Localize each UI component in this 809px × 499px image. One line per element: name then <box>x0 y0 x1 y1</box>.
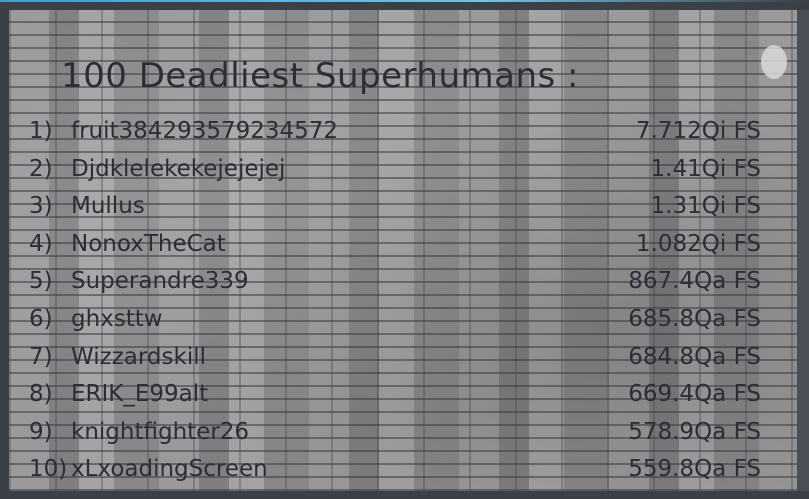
rank-label: 8) <box>29 381 53 408</box>
player-name: Superandre339 <box>71 268 249 295</box>
rank-label: 6) <box>29 306 53 332</box>
leaderboard-row: 2) Djdklelekekejejejej 1.41Qi FS <box>9 156 797 190</box>
rank-label: 2) <box>29 155 53 182</box>
leaderboard-row: 6) ghxsttw 685.8Qa FS <box>9 306 797 340</box>
rank-label: 5) <box>29 268 53 295</box>
player-name: NonoxTheCat <box>71 230 226 257</box>
player-name: Mullus <box>71 193 145 220</box>
leaderboard-row: 10) xLxoadingScreen 559.8Qa FS <box>9 456 797 490</box>
player-score: 684.8Qa FS <box>628 343 761 370</box>
player-score: 867.4Qa FS <box>628 268 761 295</box>
light-dot-button[interactable] <box>761 45 787 79</box>
rank-label: 3) <box>29 193 53 220</box>
leaderboard-row: 1) fruit384293579234572 7.712Qi FS <box>9 118 797 152</box>
rank-label: 10) <box>29 456 68 483</box>
player-score: 669.4Qa FS <box>628 381 761 408</box>
leaderboard-row: 3) Mullus 1.31Qi FS <box>9 193 797 227</box>
leaderboard-row: 9) knightfighter26 578.9Qa FS <box>9 419 797 453</box>
rank-label: 1) <box>29 118 53 144</box>
player-score: 1.41Qi FS <box>650 155 761 182</box>
player-score: 578.9Qa FS <box>628 418 761 445</box>
leaderboard-board: 100 Deadliest Superhumans : 1) fruit38429… <box>9 10 797 491</box>
player-name: xLxoadingScreen <box>71 456 268 483</box>
player-score: 1.31Qi FS <box>650 193 761 220</box>
leaderboard-row: 4) NonoxTheCat 1.082Qi FS <box>9 231 797 265</box>
player-name: Wizzardskill <box>71 343 206 370</box>
leaderboard-title: 100 Deadliest Superhumans : <box>61 56 579 96</box>
leaderboard-row: 8) ERIK_E99alt 669.4Qa FS <box>9 381 797 415</box>
player-name: knightfighter26 <box>71 418 250 445</box>
player-score: 559.8Qa FS <box>628 456 761 483</box>
top-accent-line <box>0 0 809 2</box>
player-name: ERIK_E99alt <box>71 381 209 408</box>
player-score: 1.082Qi FS <box>635 230 761 257</box>
rank-label: 9) <box>29 418 53 445</box>
player-name: ghxsttw <box>71 306 163 332</box>
player-score: 685.8Qa FS <box>628 306 761 332</box>
player-name: fruit384293579234572 <box>71 118 339 144</box>
player-score: 7.712Qi FS <box>635 118 761 144</box>
leaderboard-row: 7) Wizzardskill 684.8Qa FS <box>9 344 797 378</box>
player-name: Djdklelekekejejejej <box>71 155 286 182</box>
frame-edge <box>797 10 809 491</box>
leaderboard-row: 5) Superandre339 867.4Qa FS <box>9 268 797 302</box>
rank-label: 7) <box>29 343 53 370</box>
rank-label: 4) <box>29 230 53 257</box>
